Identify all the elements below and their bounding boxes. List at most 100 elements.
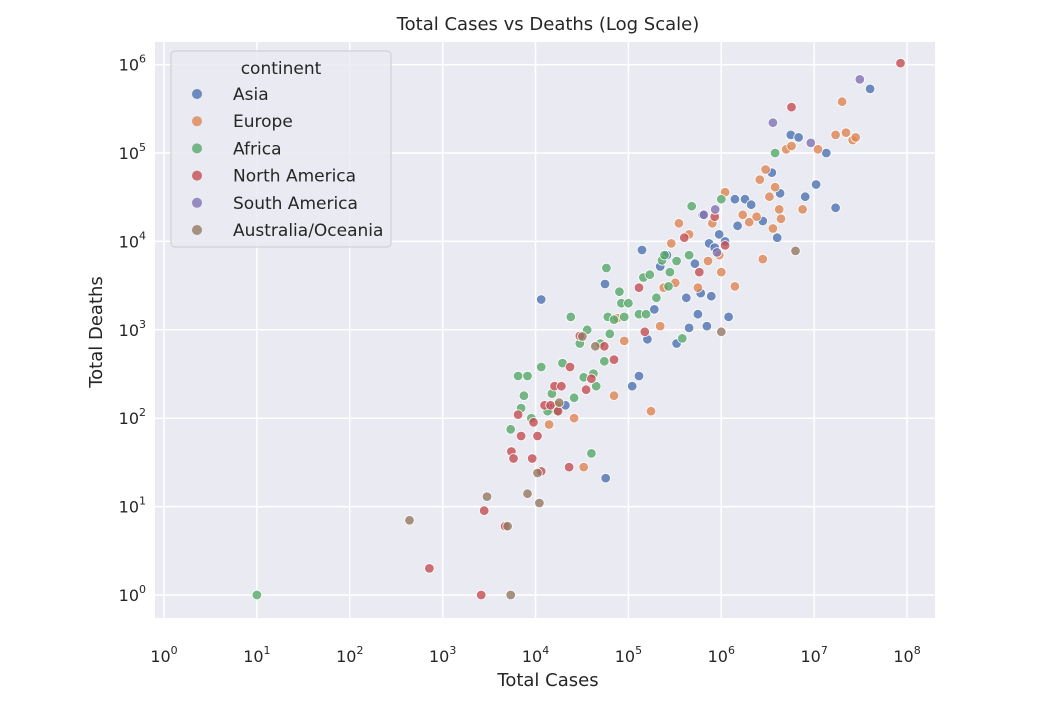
x-axis-label: Total Cases <box>496 670 598 691</box>
y-tick-label: 102 <box>119 406 146 428</box>
x-tick-label: 106 <box>708 644 735 666</box>
data-point <box>793 132 804 143</box>
data-point <box>864 83 876 95</box>
legend-label: Europe <box>233 112 293 132</box>
data-point <box>800 191 811 202</box>
series-africa <box>251 147 781 601</box>
data-point <box>556 381 567 392</box>
data-point <box>508 453 519 464</box>
data-point <box>673 218 685 229</box>
data-point <box>251 589 263 601</box>
data-point <box>786 140 797 152</box>
legend-marker <box>192 225 202 235</box>
data-point <box>644 269 656 280</box>
data-point <box>543 419 555 430</box>
data-point <box>719 240 731 251</box>
data-point <box>769 181 781 193</box>
data-point <box>619 335 630 347</box>
y-axis-label: Total Deaths <box>86 276 107 389</box>
data-point <box>476 589 487 601</box>
data-point <box>633 282 645 293</box>
data-point <box>608 390 620 401</box>
data-point <box>515 430 527 442</box>
x-tick-label: 108 <box>893 644 920 666</box>
data-point <box>505 589 516 601</box>
data-point <box>744 216 755 228</box>
x-tick-label: 101 <box>243 644 270 666</box>
data-point <box>640 309 652 320</box>
data-point <box>505 424 516 435</box>
data-point <box>564 361 576 373</box>
data-point <box>716 193 727 205</box>
y-tick-label: 105 <box>119 141 146 163</box>
legend-marker <box>192 116 202 127</box>
data-point <box>895 57 906 69</box>
data-point <box>698 209 710 221</box>
data-point <box>649 304 660 315</box>
data-point <box>681 292 692 304</box>
data-point <box>692 282 704 293</box>
data-point <box>424 563 435 574</box>
data-point <box>701 320 713 332</box>
data-point <box>604 328 616 340</box>
data-point <box>536 361 547 373</box>
data-point <box>512 370 524 382</box>
legend-title: continent <box>241 59 322 79</box>
data-point <box>552 406 564 417</box>
legend-box <box>170 50 392 248</box>
data-point <box>764 191 775 202</box>
legend-label: North America <box>233 167 356 187</box>
data-point <box>568 392 580 404</box>
data-point <box>836 96 848 107</box>
data-point <box>639 326 651 338</box>
x-tick-label: 104 <box>522 644 549 666</box>
series-australia-oceania <box>404 245 801 601</box>
data-point <box>666 238 677 249</box>
x-axis-ticks: 100 101 102 103 104 105 106 107 108 <box>150 644 920 666</box>
x-tick-label: 107 <box>800 644 827 666</box>
data-point <box>737 209 748 221</box>
data-point <box>746 199 757 210</box>
data-point <box>619 311 630 323</box>
data-point <box>580 384 592 395</box>
chart-title: Total Cases vs Deaths (Log Scale) <box>396 14 700 35</box>
data-point <box>563 461 575 473</box>
data-point <box>623 298 634 309</box>
data-point <box>614 286 625 297</box>
data-point <box>565 311 577 323</box>
data-point <box>797 204 808 215</box>
legend-marker <box>192 143 202 154</box>
data-point <box>767 223 779 234</box>
data-point <box>677 333 688 344</box>
data-point <box>577 331 588 342</box>
data-point <box>599 356 610 367</box>
data-point <box>590 341 601 352</box>
data-point <box>854 74 866 85</box>
data-point <box>706 291 717 302</box>
data-point <box>601 262 612 274</box>
data-point <box>729 281 741 292</box>
data-point <box>534 497 545 509</box>
legend: continent Asia Europe Africa North America S… <box>170 50 392 248</box>
data-point <box>790 245 801 257</box>
data-point <box>754 174 766 185</box>
data-point <box>716 266 727 278</box>
data-point <box>664 266 676 278</box>
data-point <box>812 144 824 155</box>
data-point <box>591 381 602 392</box>
data-point <box>751 211 762 222</box>
data-point <box>659 249 670 261</box>
data-point <box>527 453 538 464</box>
data-point <box>775 213 787 225</box>
data-point <box>769 147 781 159</box>
data-point <box>714 229 725 240</box>
data-point <box>723 311 734 323</box>
data-points <box>251 57 906 601</box>
legend-label: Australia/Oceania <box>233 221 383 241</box>
data-point <box>679 232 690 243</box>
data-point <box>702 255 714 267</box>
data-point <box>732 220 743 232</box>
data-point <box>404 515 415 526</box>
data-point <box>840 127 852 138</box>
data-point <box>805 137 817 149</box>
